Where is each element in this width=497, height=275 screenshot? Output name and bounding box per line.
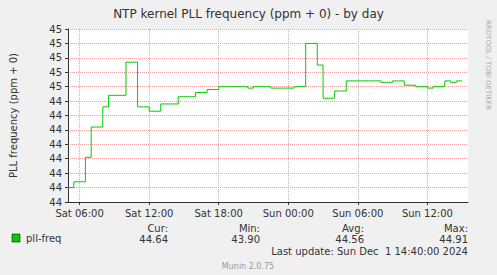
svg-text:Max:: Max: [444, 223, 468, 234]
svg-text:44.91: 44.91 [439, 234, 468, 245]
svg-text:45: 45 [49, 81, 62, 92]
svg-text:Min:: Min: [239, 223, 260, 234]
svg-text:Cur:: Cur: [147, 223, 168, 234]
svg-text:45: 45 [49, 67, 62, 78]
svg-text:Sun 12:00: Sun 12:00 [402, 208, 453, 219]
svg-text:44: 44 [49, 139, 62, 150]
svg-text:Sun 00:00: Sun 00:00 [263, 208, 314, 219]
svg-text:44: 44 [49, 168, 62, 179]
svg-text:Sat 12:00: Sat 12:00 [125, 208, 173, 219]
svg-text:NTP kernel PLL frequency (ppm: NTP kernel PLL frequency (ppm + 0) - by … [113, 7, 384, 21]
svg-text:45: 45 [49, 52, 62, 63]
svg-text:44: 44 [49, 124, 62, 135]
svg-text:Sat 18:00: Sat 18:00 [195, 208, 243, 219]
svg-text:44: 44 [49, 110, 62, 121]
svg-text:RRDTOOL / TOBI OETIKER: RRDTOOL / TOBI OETIKER [484, 20, 492, 110]
svg-text:44: 44 [49, 197, 62, 208]
svg-text:43.90: 43.90 [231, 234, 260, 245]
svg-text:Avg:: Avg: [342, 223, 364, 234]
svg-text:44.64: 44.64 [139, 234, 168, 245]
svg-text:Sun 06:00: Sun 06:00 [332, 208, 383, 219]
svg-text:44: 44 [49, 153, 62, 164]
svg-text:44.56: 44.56 [335, 234, 364, 245]
svg-text:44: 44 [49, 182, 62, 193]
svg-text:Last update: Sun Dec 1 14:40:: Last update: Sun Dec 1 14:40:00 2024 [271, 246, 468, 257]
svg-text:45: 45 [49, 38, 62, 49]
svg-text:pll-freq: pll-freq [26, 233, 61, 244]
svg-text:45: 45 [49, 24, 62, 35]
svg-text:Sat 06:00: Sat 06:00 [55, 208, 103, 219]
svg-text:Munin 2.0.75: Munin 2.0.75 [222, 262, 274, 271]
svg-text:PLL frequency (ppm + 0): PLL frequency (ppm + 0) [8, 53, 19, 178]
svg-text:44: 44 [49, 96, 62, 107]
